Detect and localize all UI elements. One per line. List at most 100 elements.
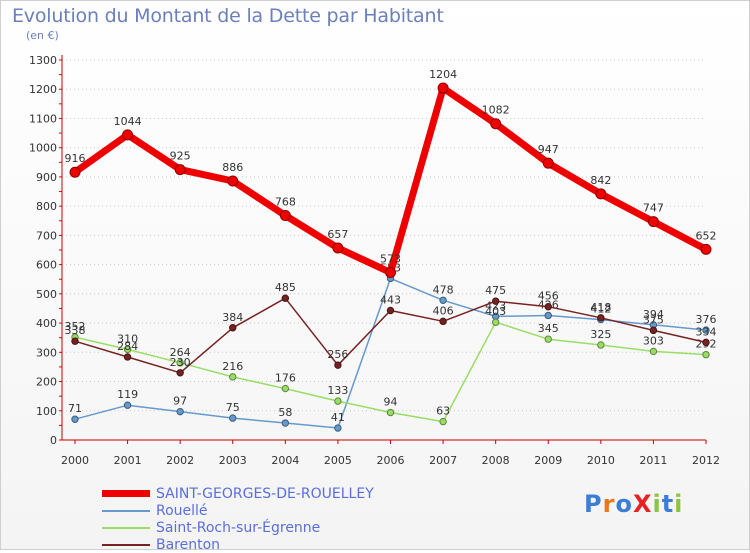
data-label: 97 [173,395,187,408]
chart-subtitle: (en €) [26,29,59,42]
y-tick-label: 400 [36,317,57,330]
data-label: 403 [485,305,506,318]
legend-label: Rouellé [156,502,208,519]
data-point [176,359,184,367]
data-point [439,317,447,326]
data-label: 41 [331,411,345,424]
data-point [71,415,79,423]
x-tick-label: 2002 [166,454,194,467]
data-point [386,408,395,417]
data-label: 842 [590,174,611,187]
data-label: 412 [590,303,611,316]
data-label: 264 [170,346,191,359]
y-tick-label: 0 [50,434,57,447]
data-label: 406 [433,304,454,317]
y-tick-label: 1200 [29,83,57,96]
data-label: 375 [643,313,664,326]
legend-swatch [102,509,150,512]
y-tick-label: 500 [36,288,57,301]
x-tick-label: 2012 [692,454,720,467]
data-label: 71 [68,402,82,415]
data-point [123,401,132,409]
data-point [700,243,712,255]
data-point [229,324,237,332]
data-label: 133 [327,384,348,397]
data-point [649,326,658,335]
logo-letter: o [615,490,633,518]
data-point [281,384,290,393]
x-tick-label: 2001 [114,454,142,467]
data-point [702,338,710,347]
data-label: 230 [170,356,191,369]
data-label: 303 [643,334,664,347]
data-label: 947 [538,143,559,156]
data-label: 352 [65,320,86,333]
y-tick-label: 1300 [29,54,57,67]
data-label: 747 [643,202,664,215]
legend-item: Rouellé [102,502,374,519]
data-point [702,350,710,359]
data-point [281,419,290,427]
data-label: 345 [538,322,559,335]
data-point [334,361,342,369]
data-label: 768 [275,196,296,209]
data-label: 256 [327,348,348,361]
legend-swatch [102,543,150,546]
data-point [597,341,605,349]
x-tick-label: 2003 [219,454,247,467]
logo-letter: P [584,490,603,518]
data-point [437,82,449,94]
x-tick-label: 2005 [324,454,352,467]
logo-letter: t [661,490,675,518]
data-point [174,164,186,176]
data-point [176,407,184,416]
logo-letter: i [652,490,662,518]
x-tick-label: 2004 [271,454,299,467]
data-label: 58 [278,406,292,419]
data-point [123,353,132,361]
data-point [229,414,237,422]
series-line [71,84,710,276]
data-label: 485 [275,281,296,294]
data-label: 456 [538,290,559,303]
data-point [71,337,79,345]
line-chart: 0 100 200 300 400 500 600 700 800 900 1000 1100 1200… [29,54,720,467]
y-tick-label: 200 [36,376,57,389]
x-tick-label: 2007 [429,454,457,467]
x-tick-label: 2011 [639,454,667,467]
data-label: 443 [380,294,401,307]
legend-item: Barenton [102,536,374,553]
data-point [334,397,342,405]
data-label: 657 [327,228,348,241]
data-point [491,297,500,305]
data-point [122,129,134,141]
y-tick-label: 1000 [29,142,57,155]
data-point [69,166,81,178]
data-point [544,311,552,320]
data-point [490,118,502,130]
data-label: 384 [222,311,243,324]
data-point [647,216,659,228]
y-tick-label: 700 [36,229,57,242]
x-tick-label: 2006 [377,454,405,467]
proxiti-logo: ProXiti [584,490,683,518]
chart-title: Evolution du Montant de la Dette par Hab… [12,5,444,27]
data-label: 119 [117,388,138,401]
legend-swatch [102,526,150,529]
data-point [702,326,710,334]
legend-item: SAINT-GEORGES-DE-ROUELLEY [102,485,374,502]
data-point [649,347,658,356]
data-point [229,373,237,381]
logo-letter: r [602,490,616,518]
data-point [386,306,395,315]
data-point [439,417,447,426]
data-label: 334 [696,325,717,338]
data-point [332,242,344,254]
data-label: 310 [117,332,138,345]
logo-letter: X [632,490,653,518]
y-tick-label: 800 [36,200,57,213]
legend-label: Barenton [156,536,221,553]
data-label: 63 [436,405,450,418]
data-label: 475 [485,284,506,297]
